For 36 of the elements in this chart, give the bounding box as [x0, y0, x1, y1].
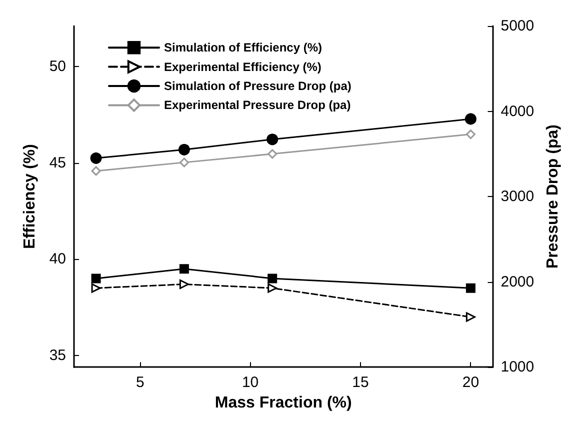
y-tick-label: 45	[49, 154, 66, 172]
point	[179, 264, 189, 274]
y2-axis-title: Pressure Drop (pa)	[544, 124, 562, 269]
point	[268, 283, 278, 293]
y-tick-label: 40	[49, 250, 66, 268]
point	[178, 144, 190, 156]
x-tick-label: 20	[462, 374, 480, 392]
y-tick-label: 35	[49, 347, 66, 364]
point	[90, 152, 102, 164]
legend-label: Simulation of Efficiency (%)	[164, 40, 322, 55]
point	[179, 279, 189, 289]
point	[91, 283, 101, 293]
point	[179, 158, 189, 168]
y-tick-label: 50	[49, 58, 66, 75]
y2-tick-label: 2000	[500, 273, 534, 290]
point	[464, 113, 476, 125]
x-axis-title: Mass Fraction (%)	[214, 394, 352, 412]
point	[466, 312, 476, 322]
legend-label: Simulation of Pressure Drop (pa)	[164, 79, 352, 93]
point	[268, 274, 278, 284]
point	[268, 149, 278, 159]
point	[91, 166, 101, 176]
x-tick-label: 10	[242, 374, 259, 392]
x-tick-label: 15	[352, 374, 369, 392]
point	[266, 134, 278, 146]
y2-tick-label: 4000	[500, 102, 534, 120]
y2-tick-label: 3000	[500, 188, 534, 206]
point	[466, 283, 476, 293]
legend-label: Experimental Pressure Drop (pa)	[164, 98, 351, 112]
point	[91, 274, 101, 284]
x-tick-label: 5	[136, 374, 144, 392]
y2-tick-label: 1000	[500, 358, 534, 376]
legend-label: Experimental Efficiency (%)	[164, 60, 322, 74]
point	[466, 130, 476, 140]
y-axis-title: Efficiency (%)	[22, 144, 38, 250]
y2-tick-label: 5000	[500, 18, 534, 34]
